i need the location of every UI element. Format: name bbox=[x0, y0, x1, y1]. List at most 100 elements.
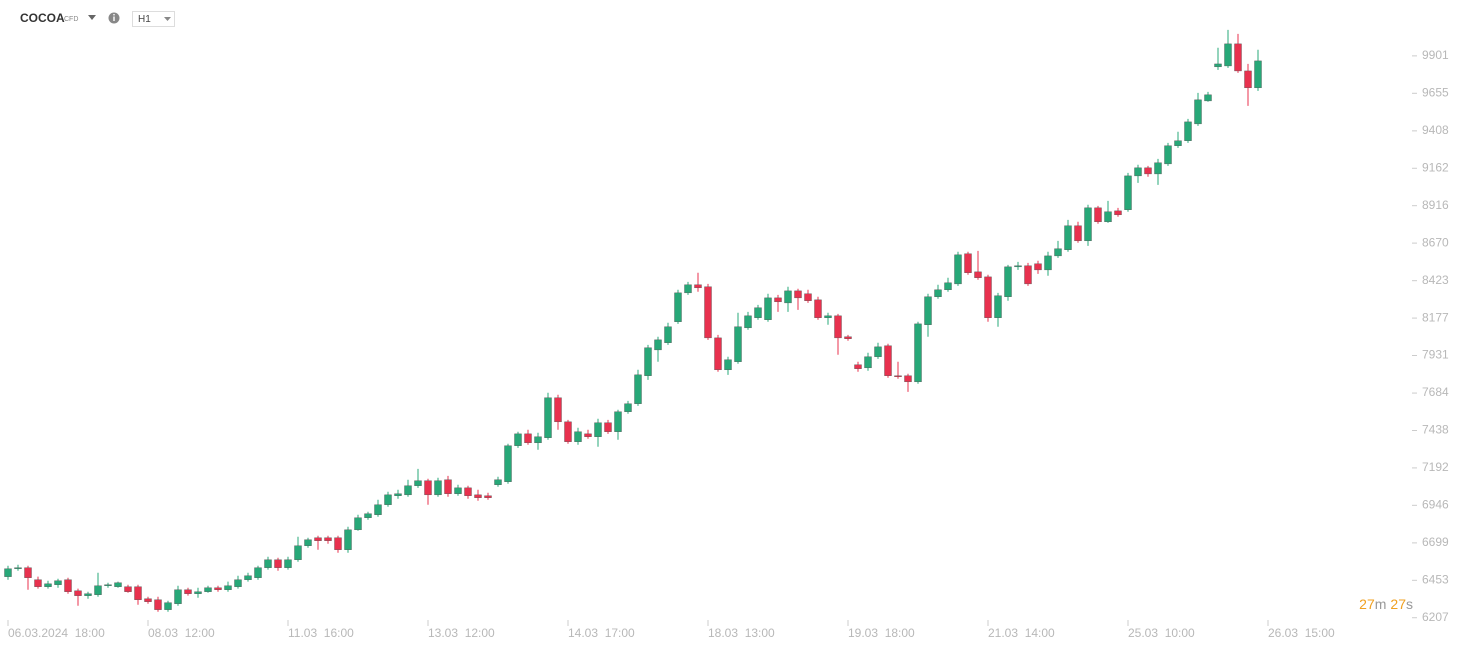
candle-body bbox=[314, 537, 322, 541]
info-glyph bbox=[113, 16, 115, 21]
countdown-seconds: 27 bbox=[1390, 596, 1406, 612]
interval-select[interactable] bbox=[132, 11, 175, 27]
candle-body bbox=[724, 359, 732, 371]
candle-body bbox=[144, 598, 152, 602]
candle-body bbox=[874, 346, 882, 357]
candle-body bbox=[124, 586, 132, 592]
y-tick-label: 9655 bbox=[1422, 85, 1449, 99]
candle-body bbox=[824, 315, 832, 318]
x-tick-label: 14.03 17:00 bbox=[568, 626, 635, 640]
symbol-dropdown[interactable] bbox=[88, 15, 96, 20]
candle-body bbox=[734, 326, 742, 362]
candle-body bbox=[404, 485, 412, 496]
y-tick-label: 7438 bbox=[1422, 423, 1449, 437]
candle-body bbox=[1254, 60, 1262, 89]
candle-body bbox=[1124, 175, 1132, 210]
candle-body bbox=[234, 579, 242, 587]
candle-body bbox=[194, 591, 202, 594]
candle-body bbox=[884, 345, 892, 376]
candle-body bbox=[94, 585, 102, 595]
candle-body bbox=[14, 567, 22, 569]
candle-body bbox=[1084, 207, 1092, 242]
candle-body bbox=[304, 539, 312, 546]
candle-body bbox=[494, 479, 502, 485]
candle-body bbox=[1054, 248, 1062, 257]
countdown: 27m 27s bbox=[1359, 596, 1413, 612]
y-tick-label: 6699 bbox=[1422, 535, 1449, 549]
candle-body bbox=[114, 582, 122, 587]
candle-body bbox=[504, 445, 512, 482]
countdown-minutes: 27 bbox=[1359, 596, 1375, 612]
candle-body bbox=[594, 422, 602, 437]
candle-body bbox=[444, 479, 452, 494]
candle-body bbox=[1164, 145, 1172, 165]
candle-body bbox=[704, 286, 712, 339]
candle-body bbox=[354, 517, 362, 531]
candle-body bbox=[424, 480, 432, 496]
candle-body bbox=[84, 593, 92, 596]
candle-body bbox=[514, 433, 522, 446]
candle-body bbox=[214, 587, 222, 590]
candle-body bbox=[1004, 266, 1012, 297]
candle-body bbox=[914, 323, 922, 383]
candle-body bbox=[684, 284, 692, 294]
candle-body bbox=[74, 590, 82, 596]
y-tick-label: 7931 bbox=[1422, 348, 1449, 362]
candle-body bbox=[464, 487, 472, 496]
candle-body bbox=[484, 495, 492, 498]
candle-body bbox=[604, 422, 612, 432]
x-tick-label: 08.03 12:00 bbox=[148, 626, 215, 640]
candle-body bbox=[374, 504, 382, 515]
candle-body bbox=[1064, 225, 1072, 250]
candle-body bbox=[24, 567, 32, 578]
candle-body bbox=[794, 290, 802, 299]
candle-body bbox=[754, 307, 762, 318]
candle-body bbox=[544, 397, 552, 438]
candle-body bbox=[744, 315, 752, 329]
candle-body bbox=[384, 494, 392, 505]
candle-body bbox=[994, 295, 1002, 318]
candle-body bbox=[1024, 265, 1032, 285]
candle-body bbox=[394, 493, 402, 496]
candle-body bbox=[104, 584, 112, 586]
candle-body bbox=[624, 403, 632, 412]
candle-body bbox=[1224, 43, 1232, 67]
candle-body bbox=[584, 433, 592, 437]
candle-body bbox=[654, 339, 662, 351]
candle-body bbox=[324, 537, 332, 541]
candle-body bbox=[224, 585, 232, 590]
candle-body bbox=[174, 589, 182, 604]
y-tick-label: 9162 bbox=[1422, 160, 1449, 174]
interval-dropdown bbox=[164, 17, 171, 21]
candle-body bbox=[294, 545, 302, 560]
candle-body bbox=[644, 347, 652, 376]
candle-body bbox=[434, 480, 442, 496]
candle-body bbox=[134, 586, 142, 600]
candle-body bbox=[614, 411, 622, 432]
candle-body bbox=[974, 271, 982, 278]
x-tick-label: 21.03 14:00 bbox=[988, 626, 1055, 640]
candle-body bbox=[714, 337, 722, 371]
candle-body bbox=[844, 336, 852, 339]
candle-body bbox=[574, 431, 582, 442]
candle-body bbox=[894, 375, 902, 378]
x-tick-label: 13.03 12:00 bbox=[428, 626, 495, 640]
candle-body bbox=[1214, 63, 1222, 68]
y-tick-label: 8177 bbox=[1422, 310, 1449, 324]
candle-body bbox=[534, 436, 542, 444]
countdown-seconds-unit: s bbox=[1406, 596, 1413, 612]
y-tick-label: 7684 bbox=[1422, 385, 1449, 399]
x-tick-label: 26.03 15:00 bbox=[1268, 626, 1335, 640]
candle-body bbox=[274, 559, 282, 568]
instrument-kind: CFD bbox=[64, 16, 78, 23]
y-tick-label: 6207 bbox=[1422, 610, 1449, 624]
candle-body bbox=[964, 253, 972, 273]
x-tick-label: 18.03 13:00 bbox=[708, 626, 775, 640]
candle-body bbox=[34, 579, 42, 587]
candle-body bbox=[954, 254, 962, 285]
candle-body bbox=[1114, 210, 1122, 216]
candle-body bbox=[414, 480, 422, 486]
candle-body bbox=[674, 292, 682, 322]
symbol[interactable]: COCOA bbox=[20, 11, 65, 25]
